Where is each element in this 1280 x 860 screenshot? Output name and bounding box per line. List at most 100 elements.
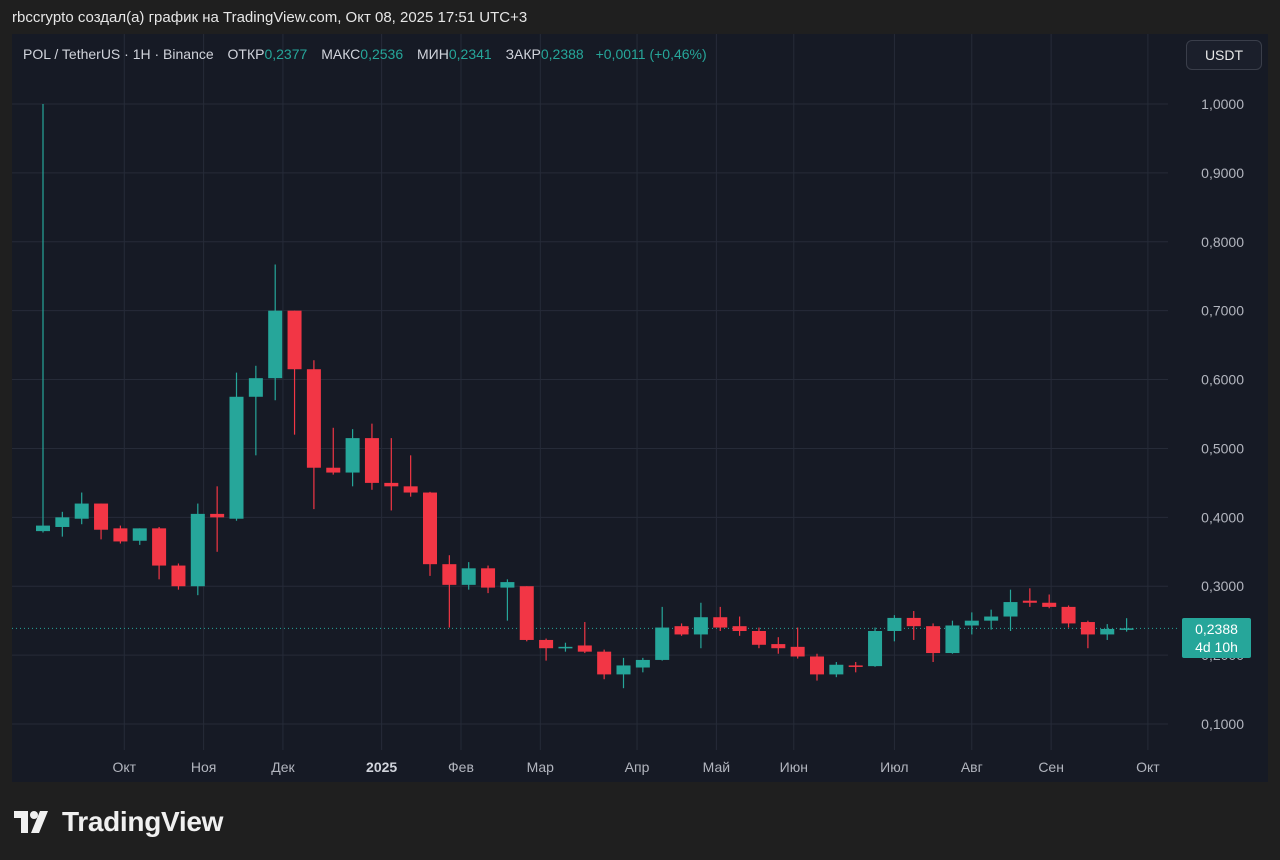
bar-countdown: 4d 10h [1195,639,1238,655]
open-label: ОТКР [227,46,265,62]
x-tick-label: Июн [780,759,808,775]
candle-body [616,665,631,675]
currency-button[interactable]: USDT [1186,40,1262,70]
y-tick-label: 0,6000 [1201,372,1244,388]
candle-body [984,616,999,621]
candle-body [693,617,708,635]
y-tick-label: 0,1000 [1201,716,1244,732]
x-tick-label: Июл [880,759,908,775]
x-tick-label: Май [703,759,730,775]
candle-body [848,665,863,667]
high-value: 0,2536 [360,46,404,62]
close-label: ЗАКР [505,46,541,62]
candle-body [887,617,902,631]
x-tick-label: Дек [271,759,295,775]
candle-body [945,625,960,654]
candle-body [94,503,109,530]
y-tick-label: 0,8000 [1201,234,1244,250]
y-tick-label: 0,3000 [1201,578,1244,594]
candle-body [287,310,302,370]
candle-body [364,438,379,483]
tradingview-logo-icon [14,811,48,833]
candle-body [132,528,147,541]
candle-body [926,626,941,654]
x-tick-label: Окт [1136,759,1160,775]
candle-body [423,492,437,565]
tradingview-logo: TradingView [14,806,223,838]
candle-body [190,513,205,587]
candle-body [1080,622,1095,635]
candle-body [1119,628,1134,630]
change-value: +0,0011 (+0,46%) [595,46,707,62]
candle-body [55,517,70,527]
candle-body [268,310,283,379]
symbol-info[interactable]: POL / TetherUS · 1H · Binance [23,46,214,62]
candle-body [1003,602,1018,617]
x-tick-label: Ноя [191,759,216,775]
candle-body [810,656,824,675]
candle-body [713,617,728,628]
candle-body [1100,628,1115,635]
candle-body [655,627,670,660]
candle-body [1022,600,1037,603]
candle-body [152,528,167,566]
candle-body [868,631,883,667]
candle-body [771,644,786,649]
x-tick-label: Мар [527,759,555,775]
candle-body [829,664,844,675]
candle-body [210,513,225,518]
last-price-tag: 0,2388 4d 10h [1182,618,1251,658]
y-tick-label: 0,9000 [1201,165,1244,181]
candle-body [906,617,921,627]
y-tick-label: 0,4000 [1201,509,1244,525]
candle-body [635,659,650,668]
open-value: 0,2377 [264,46,308,62]
candle-body [481,568,496,588]
candle-body [751,631,766,645]
candle-body [113,528,128,542]
ohlc-legend: POL / TetherUS · 1H · Binance ОТКР0,2377… [23,46,707,62]
candle-body [674,626,689,635]
low-value: 0,2341 [448,46,492,62]
candle-body [500,582,515,588]
chart-panel[interactable] [12,34,1268,782]
candle-body [964,620,979,626]
candle-body [74,503,89,519]
chart-caption: rbccrypto создал(а) график на TradingVie… [12,9,528,26]
candle-body [442,564,457,585]
candle-body [732,626,747,631]
tradingview-wordmark: TradingView [62,806,224,837]
candle-body [597,651,612,675]
x-tick-label: 2025 [366,759,397,775]
candle-body [345,438,360,473]
y-tick-label: 1,0000 [1201,96,1244,112]
candle-body [229,396,244,519]
candle-body [577,645,592,652]
x-tick-label: Окт [112,759,136,775]
high-label: МАКС [321,46,361,62]
candle-body [326,467,341,473]
x-tick-label: Авг [961,759,983,775]
last-price-value: 0,2388 [1195,621,1238,637]
candle-body [171,565,186,587]
candle-body [384,482,399,487]
x-tick-label: Фев [448,759,474,775]
close-value: 0,2388 [540,46,584,62]
low-label: МИН [417,46,449,62]
candle-body [1061,606,1076,624]
y-tick-label: 0,5000 [1201,440,1244,456]
candle-body [248,378,263,397]
candle-body [1042,602,1057,607]
candle-body [519,586,534,640]
candle-body [306,369,321,468]
y-tick-label: 0,7000 [1201,303,1244,319]
x-tick-label: Апр [625,759,650,775]
candle-body [461,568,476,585]
candle-body [403,486,418,493]
candle-body [558,646,573,649]
candle-body [36,525,50,532]
x-tick-label: Сен [1038,759,1064,775]
candle-body [790,646,805,657]
candle-body [539,639,554,649]
